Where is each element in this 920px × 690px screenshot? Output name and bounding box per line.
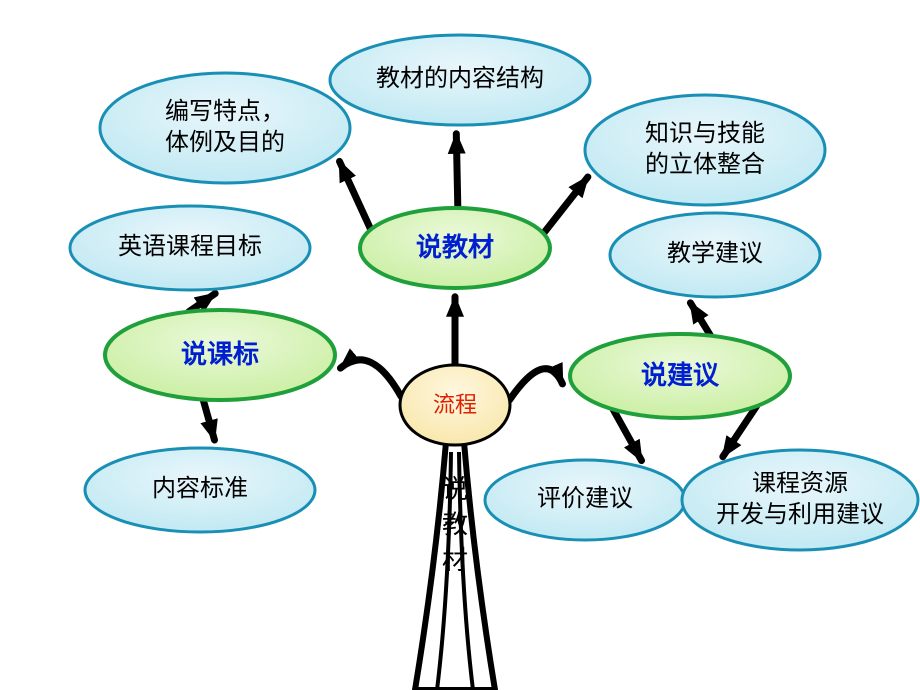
node-label-center: 流程 <box>433 391 477 420</box>
node-hub_right: 说建议 <box>570 334 790 418</box>
node-leaf_se2: 课程资源开发与利用建议 <box>682 450 918 550</box>
node-label-leaf_w: 英语课程目标 <box>118 232 262 263</box>
node-leaf_w: 英语课程目标 <box>70 206 310 290</box>
stem-label: 说教材 <box>435 460 475 590</box>
node-leaf_nw: 编写特点，体例及目的 <box>100 73 350 183</box>
node-label-leaf_n: 教材的内容结构 <box>376 64 544 95</box>
node-hub_top: 说教材 <box>360 208 550 288</box>
node-center: 流程 <box>400 365 510 445</box>
node-label-leaf_se2: 课程资源开发与利用建议 <box>716 469 884 531</box>
node-label-leaf_nw: 编写特点，体例及目的 <box>165 97 285 159</box>
node-label-leaf_sw: 内容标准 <box>152 474 248 505</box>
node-label-hub_right: 说建议 <box>641 359 719 393</box>
node-leaf_n: 教材的内容结构 <box>330 35 590 125</box>
node-label-leaf_ne: 知识与技能的立体整合 <box>645 119 765 181</box>
node-label-hub_left: 说课标 <box>181 338 259 372</box>
node-leaf_se1: 评价建议 <box>485 460 685 540</box>
node-label-hub_top: 说教材 <box>416 231 494 265</box>
node-hub_left: 说课标 <box>105 310 335 400</box>
node-leaf_e: 教学建议 <box>610 213 820 297</box>
node-leaf_ne: 知识与技能的立体整合 <box>585 95 825 205</box>
stem-label-text: 说教材 <box>442 472 468 577</box>
node-label-leaf_se1: 评价建议 <box>537 484 633 515</box>
node-label-leaf_e: 教学建议 <box>667 239 763 270</box>
node-leaf_sw: 内容标准 <box>85 448 315 532</box>
